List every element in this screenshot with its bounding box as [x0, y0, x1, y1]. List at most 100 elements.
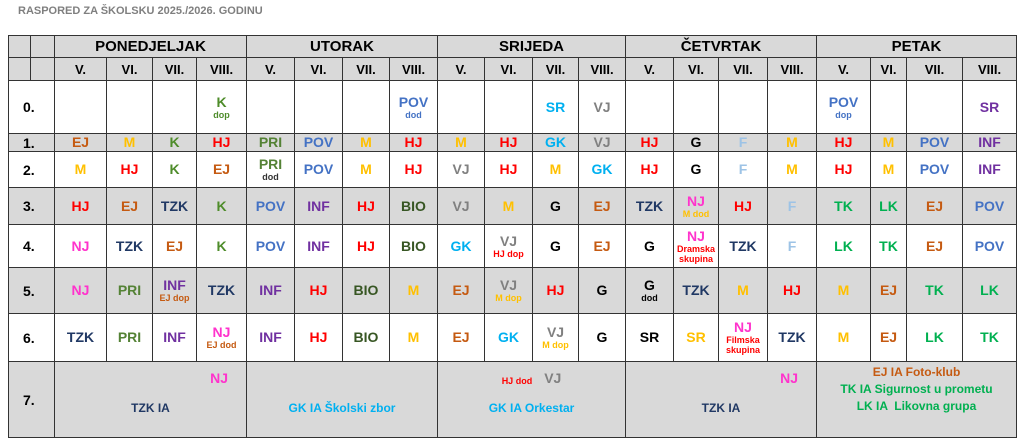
- lesson-cell: [718, 80, 768, 134]
- subject: M: [786, 161, 798, 177]
- activity: TZK IA: [131, 401, 170, 415]
- lesson-cell: HJ: [342, 224, 390, 268]
- subject: HJ: [546, 282, 565, 298]
- day-header: ČETVRTAK: [625, 35, 817, 58]
- subject: HJ: [404, 134, 423, 150]
- subject: PRI: [117, 329, 142, 345]
- lesson-cell: HJ: [106, 151, 153, 188]
- activity: GK IA Školski zbor: [288, 401, 396, 415]
- subject: BIO: [353, 329, 379, 345]
- lesson-cell: GK: [437, 224, 485, 268]
- lesson-cell: [294, 80, 343, 134]
- lesson-cell: G: [578, 313, 626, 362]
- lesson-cell: POV: [246, 187, 295, 225]
- lesson-cell: K: [196, 224, 247, 268]
- lesson-cell: NJ M dod: [673, 187, 719, 225]
- subject: F: [787, 237, 797, 254]
- lesson-cell: M: [54, 151, 107, 188]
- subject: VJ: [452, 161, 470, 177]
- lesson-cell: POV: [246, 224, 295, 268]
- lesson-cell: VJ HJ dop: [484, 224, 533, 268]
- subject: K: [216, 197, 227, 214]
- grade-header: VI.: [106, 57, 153, 81]
- subject: SR: [979, 98, 1000, 115]
- subject: EJ: [452, 329, 470, 345]
- subject: K: [216, 93, 227, 110]
- subject: POV: [255, 237, 286, 254]
- subject: VJ: [452, 197, 470, 214]
- activity-main: EJ IA Foto-klub TK IA Sigurnost u prometu…: [817, 364, 1016, 415]
- period-label: 1.: [8, 133, 55, 152]
- note: dop: [835, 109, 852, 120]
- subject: M: [502, 197, 515, 214]
- subject: POV: [303, 134, 334, 150]
- lesson-cell: VJ: [578, 80, 626, 134]
- corner: [30, 35, 55, 58]
- timetable: PONEDJELJAK UTORAK SRIJEDA ČETVRTAK PETAK V. V…: [8, 35, 1017, 438]
- subject: EJ: [925, 237, 944, 254]
- subject: INF: [163, 329, 186, 345]
- lesson-cell: EJ: [437, 267, 485, 314]
- lesson-cell: INF EJ dop: [152, 267, 197, 314]
- lesson-cell: INF: [152, 313, 197, 362]
- lesson-cell: [246, 80, 295, 134]
- lesson-cell: [437, 80, 485, 134]
- subject: LK: [879, 197, 898, 214]
- grade-header: VIII.: [389, 57, 438, 81]
- note: dod: [405, 109, 422, 120]
- lesson-cell: POV: [294, 133, 343, 152]
- subject: G: [550, 197, 561, 214]
- note: HJ dop: [493, 248, 524, 259]
- lesson-cell: BIO: [342, 313, 390, 362]
- period-label: 5.: [8, 267, 55, 314]
- activity-cell: GK IA Školski zbor: [246, 361, 438, 438]
- lesson-cell: G: [578, 267, 626, 314]
- subject: HJ: [71, 197, 90, 214]
- lesson-cell: M: [389, 267, 438, 314]
- subject: HJ: [499, 134, 518, 150]
- period-label: 2.: [8, 151, 55, 188]
- lesson-cell: EJ: [437, 313, 485, 362]
- lesson-cell: PRI dod: [246, 151, 295, 188]
- activity-cell: NJ TZK IA: [625, 361, 817, 438]
- subject: TK: [834, 197, 853, 214]
- subject: PRI: [258, 134, 283, 150]
- subject: INF: [307, 197, 330, 214]
- subject: SR: [639, 329, 660, 345]
- lesson-cell: M: [870, 151, 907, 188]
- period-row: 2. M HJ K EJ PRI dod POV M HJ VJ HJ M GK HJ G F M HJ M POV IN…: [8, 151, 1017, 188]
- subject: SR: [686, 329, 706, 345]
- lesson-cell: [342, 80, 390, 134]
- lesson-cell: [870, 80, 907, 134]
- subject: PRI: [117, 282, 142, 298]
- subject: TK: [925, 282, 944, 298]
- activity-top: HJ dod VJ: [438, 362, 625, 387]
- subject: TZK: [207, 282, 236, 298]
- note: EJ dop: [159, 293, 190, 303]
- lesson-cell: HJ: [54, 187, 107, 225]
- subject: G: [596, 282, 608, 298]
- lesson-cell: VJ: [437, 187, 485, 225]
- lesson-cell: HJ: [389, 133, 438, 152]
- subject: EJ: [120, 197, 139, 214]
- subject: TZK: [682, 282, 710, 298]
- lesson-cell: TZK: [767, 313, 817, 362]
- lesson-cell: K: [152, 151, 197, 188]
- lesson-cell: HJ: [342, 187, 390, 225]
- lesson-cell: F: [718, 133, 768, 152]
- grade-header: VI.: [673, 57, 719, 81]
- subject: BIO: [353, 282, 379, 298]
- subject: NJ: [687, 192, 705, 209]
- lesson-cell: NJ: [54, 224, 107, 268]
- lesson-cell: [152, 80, 197, 134]
- subject: LK: [834, 237, 853, 254]
- subject: HJ: [357, 197, 375, 214]
- lesson-cell: HJ: [484, 133, 533, 152]
- note: Dramska skupina: [676, 243, 718, 264]
- subject: HJ: [834, 134, 853, 150]
- lesson-cell: HJ: [816, 133, 871, 152]
- lesson-cell: EJ: [54, 133, 107, 152]
- lesson-cell: INF: [246, 267, 295, 314]
- lesson-cell: TK: [906, 267, 963, 314]
